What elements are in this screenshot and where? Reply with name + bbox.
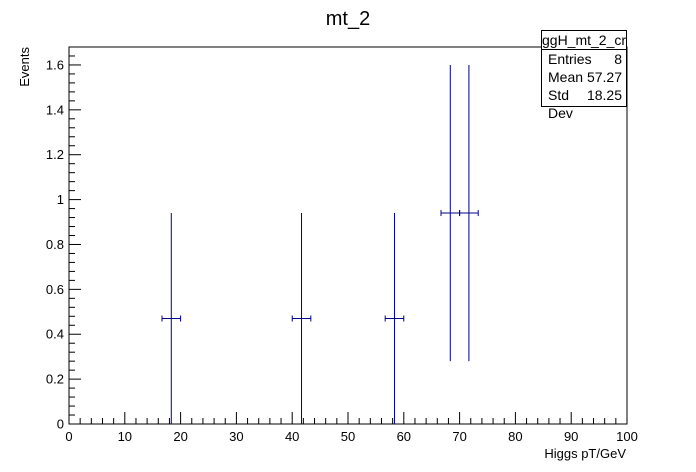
x-tick-label: 90 [564, 429, 578, 444]
data-point [161, 213, 182, 424]
y-tick-label: 0.4 [46, 327, 64, 342]
stats-value: 57.27 [586, 69, 622, 85]
y-axis-label: Events [17, 47, 32, 87]
data-point [459, 64, 479, 362]
x-tick-label: 60 [397, 429, 411, 444]
x-tick-label: 40 [285, 429, 299, 444]
y-tick-label: 0.2 [46, 372, 64, 387]
stats-label: Std Dev [548, 87, 573, 121]
x-axis: 0 10 20 30 40 50 60 70 80 90 100 [65, 412, 638, 444]
data-series [161, 64, 479, 424]
x-tick-label: 100 [616, 429, 638, 444]
x-tick-label: 20 [173, 429, 187, 444]
y-tick-label: 1.4 [46, 102, 64, 117]
stats-label: Entries [548, 51, 592, 67]
stats-value: 8 [614, 51, 622, 67]
x-tick-label: 50 [341, 429, 355, 444]
y-tick-label: 1.2 [46, 147, 64, 162]
stats-title: ggH_mt_2_cr [542, 32, 627, 50]
x-tick-label: 70 [452, 429, 466, 444]
data-point [291, 213, 312, 424]
x-tick-label: 80 [508, 429, 522, 444]
y-tick-label: 1.6 [46, 57, 64, 72]
x-tick-label: 10 [118, 429, 132, 444]
x-axis-label: Higgs pT/GeV [544, 446, 626, 461]
stats-row-entries: Entries 8 [542, 50, 626, 68]
stats-row-mean: Mean 57.27 [542, 68, 626, 86]
stats-row-stddev: Std Dev 18.25 [542, 86, 626, 121]
stats-box: ggH_mt_2_cr Entries 8 Mean 57.27 Std Dev… [541, 30, 627, 121]
x-tick-label: 0 [65, 429, 72, 444]
stats-label: Mean [548, 69, 584, 85]
chart-title: mt_2 [326, 8, 370, 30]
x-tick-label: 30 [229, 429, 243, 444]
y-tick-label: 0.6 [46, 282, 64, 297]
data-point [440, 64, 461, 362]
data-point [384, 213, 405, 424]
y-tick-label: 0 [57, 417, 64, 432]
y-tick-label: 1 [57, 192, 64, 207]
y-tick-label: 0.8 [46, 237, 64, 252]
y-axis: 0 0.2 0.4 0.6 0.8 1 1.2 1.4 1.6 [46, 46, 81, 432]
stats-value: 18.25 [586, 87, 622, 103]
